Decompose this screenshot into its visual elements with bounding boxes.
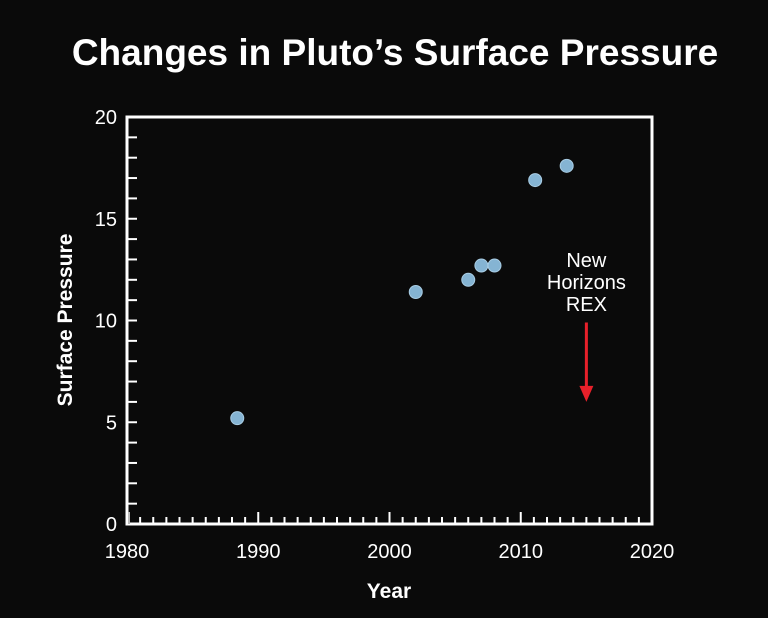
data-points: [230, 158, 574, 426]
data-point: [559, 158, 574, 173]
x-axis-label: Year: [367, 580, 411, 603]
annotation-arrow-head: [579, 385, 594, 402]
data-point: [408, 285, 423, 300]
data-point: [230, 411, 245, 426]
chart-title: Changes in Pluto’s Surface Pressure: [72, 32, 718, 73]
ticks: [127, 136, 640, 524]
data-point: [461, 272, 476, 287]
x-tick-label: 2000: [367, 541, 412, 563]
x-tick-label: 1980: [105, 541, 150, 563]
tick-labels: 1980 1990 2000 2010 2020 0 5 10 15 20: [95, 107, 675, 563]
annotation-text: Horizons: [547, 272, 626, 294]
x-tick-label: 1990: [236, 541, 281, 563]
annotation-text: New: [566, 250, 607, 272]
data-point: [487, 258, 502, 273]
y-tick-label: 0: [106, 514, 117, 536]
y-tick-label: 20: [95, 107, 117, 129]
annotation-text: REX: [566, 294, 607, 316]
y-tick-label: 5: [106, 412, 117, 434]
x-tick-label: 2010: [499, 541, 544, 563]
y-tick-label: 10: [95, 311, 117, 333]
y-axis-label: Surface Pressure: [54, 234, 77, 407]
y-tick-label: 15: [95, 209, 117, 231]
data-point: [474, 258, 489, 273]
x-tick-label: 2020: [630, 541, 675, 563]
data-point: [528, 173, 543, 188]
